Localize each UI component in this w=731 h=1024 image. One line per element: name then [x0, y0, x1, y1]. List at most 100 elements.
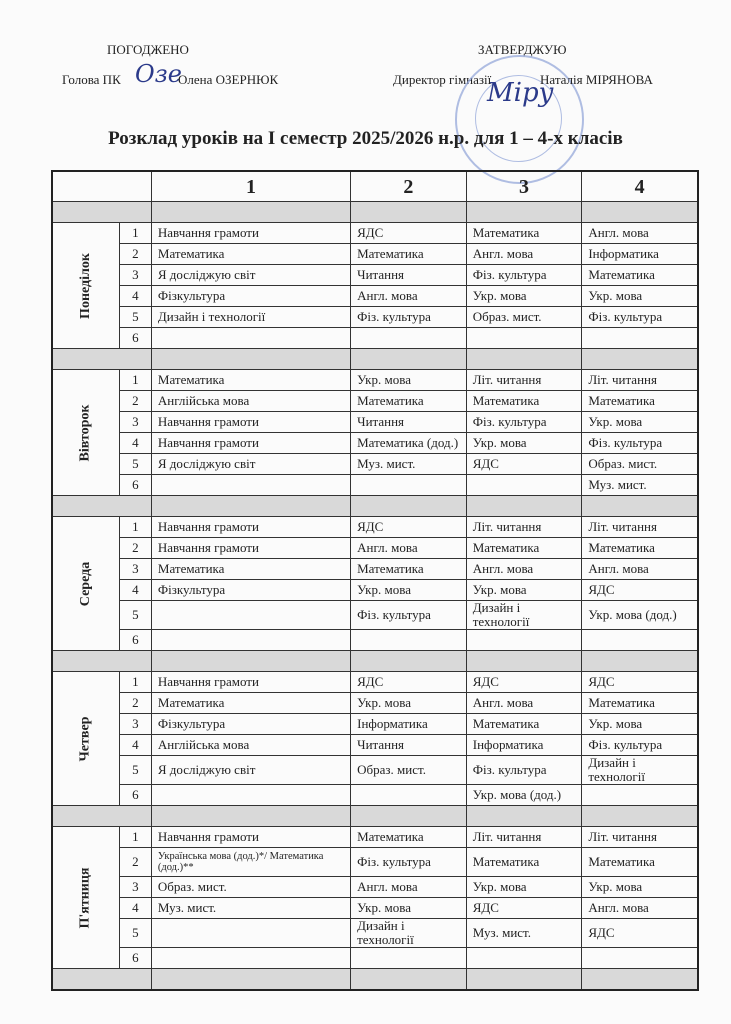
lesson-number: 3	[118, 264, 152, 286]
lesson-cell: Українська мова (дод.)*/ Математика (дод…	[150, 847, 352, 877]
lesson-cell: Математика	[581, 390, 699, 412]
lesson-cell: Фіз. культура	[581, 432, 699, 454]
schedule-table: 1 2 3 4 Понеділок 1 Навчання грамоти ЯДС Математ…	[51, 170, 699, 991]
lesson-number: 4	[118, 734, 152, 756]
lesson-cell: Читання	[350, 264, 467, 286]
lesson-cell: Математика	[465, 537, 583, 559]
lesson-cell: Укр. мова	[581, 411, 699, 433]
lesson-cell: Англ. мова	[581, 558, 699, 580]
agreed-label: ПОГОДЖЕНО	[107, 42, 189, 57]
lesson-cell	[465, 327, 583, 349]
lesson-row: 4 Англійська мова Читання Інформатика Фіз. к…	[52, 734, 699, 756]
lesson-cell: Математика	[350, 390, 467, 412]
lesson-row: 2 Математика Математика Англ. мова Інформати…	[52, 243, 699, 265]
page-title: Розклад уроків на І семестр 2025/2026 н.…	[108, 128, 623, 149]
lesson-cell: Фіз. культура	[350, 847, 467, 877]
lesson-cell: Математика (дод.)	[350, 432, 467, 454]
lesson-cell: Математика	[150, 692, 352, 714]
class-header: 3	[465, 170, 583, 202]
lesson-cell: ЯДС	[581, 918, 699, 948]
lesson-number: 1	[118, 516, 152, 538]
lesson-cell: Фіз. культура	[350, 600, 467, 630]
lesson-cell: Образ. мист.	[350, 755, 467, 785]
lesson-row: 4 Навчання грамоти Математика (дод.) Укр. м…	[52, 432, 699, 454]
lesson-cell	[465, 474, 583, 496]
lesson-cell: Укр. мова	[581, 713, 699, 735]
lesson-cell: Математика	[581, 847, 699, 877]
lesson-cell: Дизайн і технології	[350, 918, 467, 948]
lesson-cell: Фізкультура	[150, 713, 352, 735]
day-name: П'ятниця	[77, 867, 93, 929]
lesson-cell: Англ. мова	[465, 243, 583, 265]
lesson-cell	[150, 474, 352, 496]
separator-row	[51, 650, 699, 672]
lesson-cell: Англ. мова	[350, 876, 467, 898]
day-label: Вівторок	[51, 369, 120, 496]
lesson-cell: ЯДС	[350, 516, 467, 538]
lesson-cell: Образ. мист.	[150, 876, 352, 898]
lesson-number: 4	[118, 579, 152, 601]
approved-label: ЗАТВЕРДЖУЮ	[478, 42, 567, 57]
lesson-number: 6	[118, 474, 152, 496]
lesson-cell	[150, 600, 352, 630]
lesson-number: 4	[118, 285, 152, 307]
lesson-cell: Математика	[465, 847, 583, 877]
day-name: Понеділок	[77, 253, 93, 319]
separator-row	[51, 805, 699, 827]
separator-cell	[465, 201, 583, 223]
lesson-cell: Англ. мова	[581, 222, 699, 244]
lesson-cell: Укр. мова	[350, 692, 467, 714]
lesson-number: 5	[118, 306, 152, 328]
separator-cell	[465, 968, 583, 991]
separator-cell	[350, 348, 467, 370]
lesson-number: 5	[118, 918, 152, 948]
lesson-cell: Математика	[465, 713, 583, 735]
union-head-signature: Озе	[135, 60, 182, 88]
separator-cell	[350, 650, 467, 672]
lesson-cell: ЯДС	[581, 579, 699, 601]
corner-cell	[51, 170, 152, 202]
day-name: Вівторок	[77, 404, 93, 462]
lesson-row: 2 Англійська мова Математика Математика Мате…	[52, 390, 699, 412]
lesson-row: 6 Муз. мист.	[52, 474, 699, 496]
lesson-row: 4 Муз. мист. Укр. мова ЯДС Англ. мова	[52, 897, 699, 919]
lesson-row: 6	[52, 629, 699, 651]
day-label: Четвер	[51, 671, 120, 806]
separator-cell	[150, 348, 352, 370]
lesson-cell: Математика	[581, 692, 699, 714]
lesson-cell	[350, 784, 467, 806]
class-header: 2	[350, 170, 467, 202]
lesson-number: 2	[118, 847, 152, 877]
separator-cell	[581, 348, 699, 370]
lesson-row: 5 Дизайн і технології Муз. мист. ЯДС	[52, 918, 699, 948]
lesson-cell: Англ. мова	[581, 897, 699, 919]
lesson-row: 4 Фізкультура Англ. мова Укр. мова Укр. мова	[52, 285, 699, 307]
lesson-cell: ЯДС	[465, 453, 583, 475]
lesson-cell: Укр. мова	[465, 285, 583, 307]
lesson-cell	[350, 629, 467, 651]
lesson-cell: Літ. читання	[581, 826, 699, 848]
lesson-number: 3	[118, 876, 152, 898]
lesson-cell: Англ. мова	[350, 537, 467, 559]
lesson-cell: Укр. мова	[350, 369, 467, 391]
lesson-cell: Дизайн і технології	[465, 600, 583, 630]
lesson-cell	[581, 629, 699, 651]
lesson-cell: Дизайн і технології	[581, 755, 699, 785]
lesson-row: 3 Фізкультура Інформатика Математика Укр. мо…	[52, 713, 699, 735]
lesson-number: 4	[118, 432, 152, 454]
lesson-row: 6	[52, 947, 699, 969]
separator-row	[51, 348, 699, 370]
lesson-cell: Англ. мова	[465, 692, 583, 714]
separator-cell	[150, 201, 352, 223]
lesson-cell: Математика	[350, 826, 467, 848]
separator-row	[51, 201, 699, 223]
separator-cell	[51, 201, 152, 223]
lesson-row: 2 Математика Укр. мова Англ. мова Математика	[52, 692, 699, 714]
lesson-cell: Муз. мист.	[350, 453, 467, 475]
lesson-row: 3 Навчання грамоти Читання Фіз. культура Укр…	[52, 411, 699, 433]
lesson-cell: Читання	[350, 411, 467, 433]
separator-cell	[51, 348, 152, 370]
lesson-number: 2	[118, 390, 152, 412]
